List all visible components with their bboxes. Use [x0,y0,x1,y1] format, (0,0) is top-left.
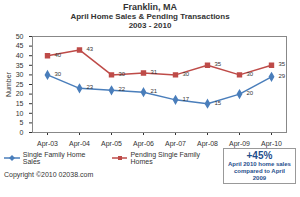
svg-text:20: 20 [247,90,254,96]
svg-text:35: 35 [215,61,222,67]
svg-text:29: 29 [279,73,286,79]
svg-text:45: 45 [16,42,24,49]
svg-text:50: 50 [16,33,24,40]
html-text:2003 - 2010: 2003 - 2010 [128,21,172,30]
html-text:+45%: +45% [246,150,273,161]
svg-text:10: 10 [16,110,24,117]
html-text:Franklin, MA: Franklin, MA [123,2,177,12]
svg-text:Apr-05: Apr-05 [101,140,122,148]
svg-text:Apr-04: Apr-04 [69,140,90,148]
svg-text:15: 15 [215,100,222,106]
svg-text:30: 30 [119,71,126,77]
svg-text:23: 23 [87,84,94,90]
svg-text:17: 17 [183,96,190,102]
svg-text:22: 22 [119,86,126,92]
svg-text:31: 31 [151,69,158,75]
html-text:April Home Sales & Pending Tra: April Home Sales & Pending Transactions [70,12,230,21]
svg-text:30: 30 [55,71,62,77]
html-text:Single Family Home Sales: Single Family Home Sales [22,151,86,165]
html-text:Pending Single Family Homes: Pending Single Family Homes [130,151,201,165]
svg-text:30: 30 [16,71,24,78]
svg-text:0: 0 [20,129,24,136]
svg-text:35: 35 [279,61,286,67]
svg-text:30: 30 [247,71,254,77]
svg-text:35: 35 [16,62,24,69]
svg-text:43: 43 [87,46,94,52]
svg-text:30: 30 [183,71,190,77]
svg-text:15: 15 [16,100,24,107]
html-text:Copyright ©2010 02038.com: Copyright ©2010 02038.com [4,171,94,178]
svg-text:Apr-06: Apr-06 [133,140,154,148]
svg-text:Apr-08: Apr-08 [197,140,218,148]
svg-text:40: 40 [55,52,62,58]
svg-text:Apr-03: Apr-03 [37,140,58,148]
svg-text:Apr-10: Apr-10 [261,140,282,148]
svg-text:25: 25 [16,81,24,88]
svg-text:5: 5 [20,119,24,126]
svg-text:Apr-07: Apr-07 [165,140,186,148]
svg-text:20: 20 [16,90,24,97]
svg-text:40: 40 [16,52,24,59]
html-text:April 2010 home sales compared: April 2010 home sales compared to April … [227,161,291,181]
svg-text:Apr-09: Apr-09 [229,140,250,148]
svg-text:Number: Number [5,71,12,97]
svg-text:21: 21 [151,88,158,94]
